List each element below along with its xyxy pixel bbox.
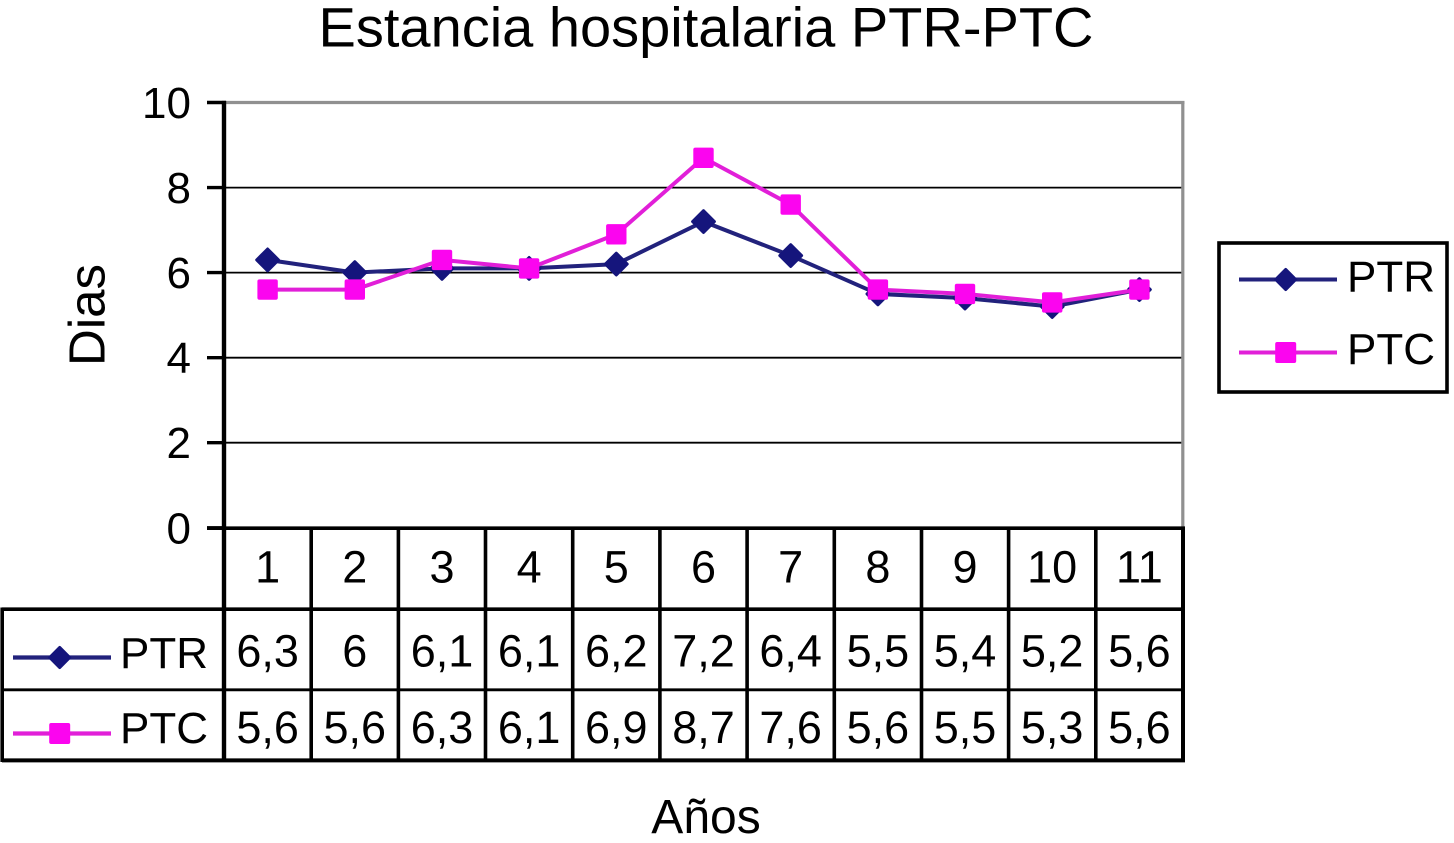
svg-text:7,6: 7,6 <box>759 702 822 753</box>
svg-text:4: 4 <box>517 542 542 593</box>
svg-text:5,5: 5,5 <box>847 626 910 677</box>
svg-text:5,3: 5,3 <box>1021 702 1084 753</box>
svg-text:Años: Años <box>651 791 760 843</box>
svg-text:6,1: 6,1 <box>411 626 474 677</box>
svg-text:6,9: 6,9 <box>585 702 648 753</box>
svg-text:PTC: PTC <box>1347 325 1435 374</box>
svg-text:11: 11 <box>1116 542 1163 593</box>
svg-text:5,6: 5,6 <box>1108 702 1171 753</box>
svg-text:2: 2 <box>342 542 367 593</box>
svg-text:3: 3 <box>429 542 454 593</box>
svg-text:6: 6 <box>691 542 716 593</box>
svg-text:8: 8 <box>865 542 890 593</box>
svg-text:5,2: 5,2 <box>1021 626 1084 677</box>
svg-text:9: 9 <box>952 542 977 593</box>
svg-text:6,1: 6,1 <box>498 702 561 753</box>
svg-text:5,4: 5,4 <box>934 626 997 677</box>
svg-text:Estancia hospitalaria PTR-PTC: Estancia hospitalaria PTR-PTC <box>319 0 1094 59</box>
svg-text:0: 0 <box>167 504 191 553</box>
svg-text:5,6: 5,6 <box>1108 626 1171 677</box>
svg-text:2: 2 <box>167 419 191 468</box>
svg-text:5,5: 5,5 <box>934 702 997 753</box>
svg-text:PTR: PTR <box>1347 253 1435 302</box>
svg-text:5,6: 5,6 <box>324 702 387 753</box>
svg-text:5,6: 5,6 <box>236 702 299 753</box>
svg-text:Dias: Dias <box>59 264 116 366</box>
svg-text:1: 1 <box>255 542 280 593</box>
svg-text:PTC: PTC <box>120 704 208 753</box>
svg-text:6,4: 6,4 <box>759 626 822 677</box>
svg-text:6,3: 6,3 <box>411 702 474 753</box>
svg-text:6: 6 <box>342 626 367 677</box>
svg-text:6,2: 6,2 <box>585 626 648 677</box>
svg-text:PTR: PTR <box>120 629 208 678</box>
svg-text:10: 10 <box>1027 542 1077 593</box>
svg-text:6,1: 6,1 <box>498 626 561 677</box>
svg-text:4: 4 <box>167 334 191 383</box>
svg-text:10: 10 <box>142 79 191 128</box>
svg-text:7: 7 <box>778 542 803 593</box>
svg-text:6,3: 6,3 <box>236 626 299 677</box>
svg-text:6: 6 <box>167 249 191 298</box>
svg-text:7,2: 7,2 <box>672 626 735 677</box>
svg-text:8: 8 <box>167 164 191 213</box>
svg-text:5: 5 <box>604 542 629 593</box>
svg-text:5,6: 5,6 <box>847 702 910 753</box>
svg-text:8,7: 8,7 <box>672 702 735 753</box>
